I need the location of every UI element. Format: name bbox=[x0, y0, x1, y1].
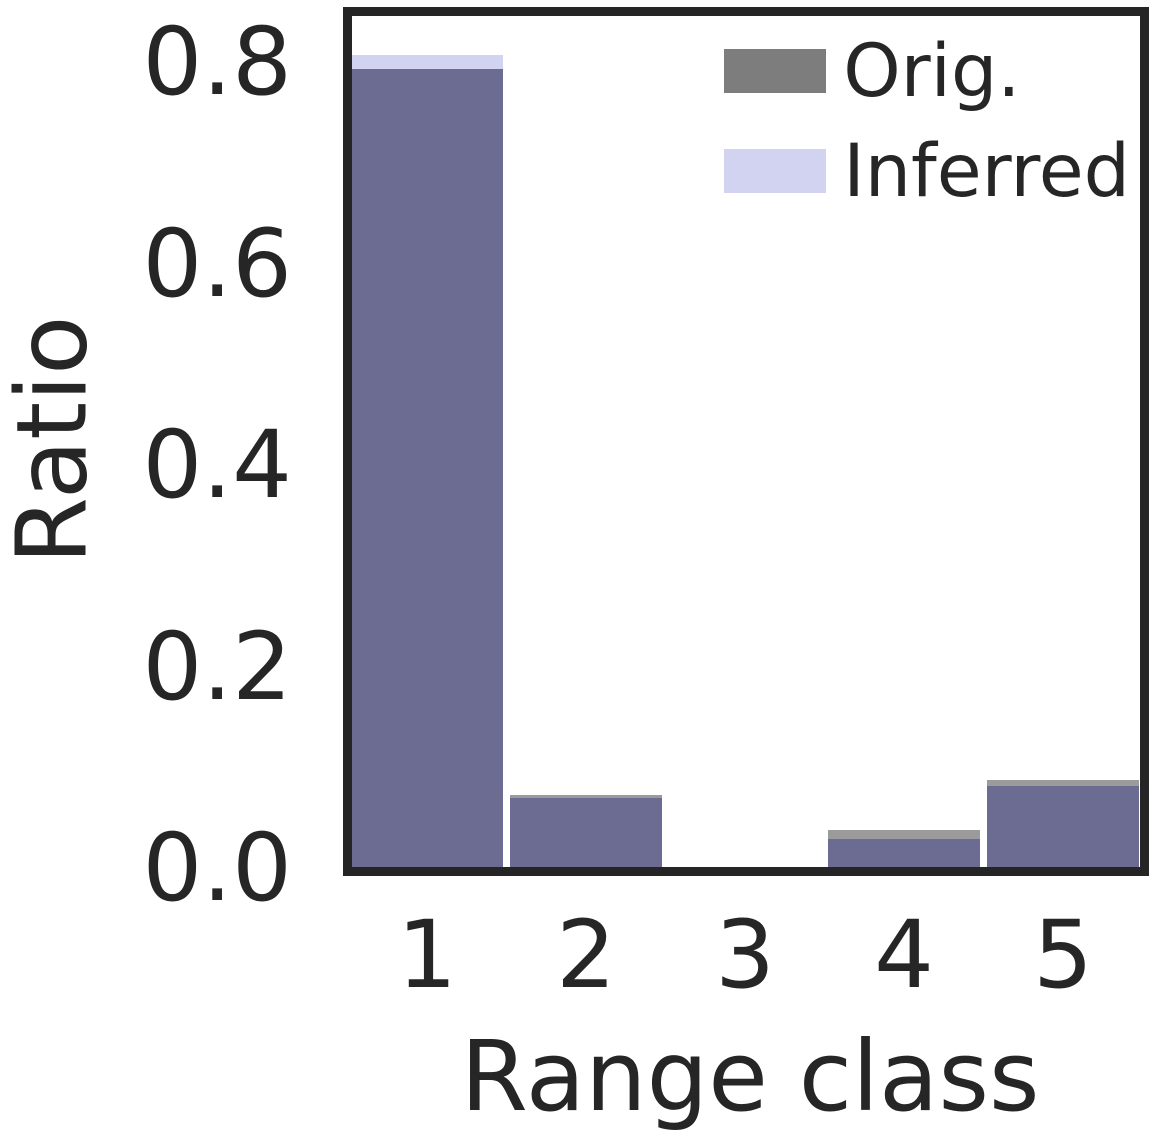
x-tick-5: 5 bbox=[1033, 901, 1093, 1010]
x-tick-3: 3 bbox=[715, 901, 775, 1010]
y-tick-0.8: 0.8 bbox=[142, 8, 293, 118]
plot-area: Orig. Inferred bbox=[343, 7, 1149, 876]
y-tick-0.4: 0.4 bbox=[142, 411, 293, 521]
bar-class-4-overlap bbox=[828, 839, 980, 867]
legend: Orig. Inferred bbox=[724, 21, 1130, 221]
bar-class-2-overlap bbox=[510, 798, 662, 867]
legend-item-orig: Orig. bbox=[724, 21, 1021, 121]
bars-layer bbox=[352, 16, 1140, 867]
y-tick-0.0: 0.0 bbox=[142, 814, 293, 924]
legend-label-inferred: Inferred bbox=[843, 128, 1130, 214]
x-axis-label: Range class bbox=[460, 1020, 1040, 1133]
legend-label-orig: Orig. bbox=[843, 28, 1021, 114]
y-axis-label: Ratio bbox=[0, 315, 109, 565]
y-tick-0.6: 0.6 bbox=[142, 210, 293, 320]
bar-class-5-overlap bbox=[987, 786, 1139, 867]
x-tick-4: 4 bbox=[874, 901, 934, 1010]
legend-item-inferred: Inferred bbox=[724, 121, 1130, 221]
legend-swatch-inferred bbox=[724, 149, 827, 193]
y-tick-0.2: 0.2 bbox=[142, 613, 293, 723]
x-tick-1: 1 bbox=[397, 901, 457, 1010]
x-tick-2: 2 bbox=[556, 901, 616, 1010]
legend-swatch-orig bbox=[724, 49, 827, 93]
bar-class-1-overlap bbox=[352, 69, 503, 867]
